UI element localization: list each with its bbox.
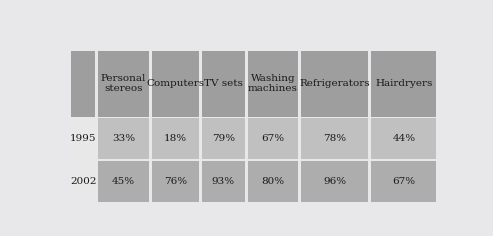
Bar bbox=[371, 51, 436, 117]
Text: 79%: 79% bbox=[211, 134, 235, 143]
Bar bbox=[371, 161, 436, 202]
Bar bbox=[71, 51, 95, 117]
Text: 2002: 2002 bbox=[70, 177, 96, 186]
Text: 67%: 67% bbox=[261, 134, 284, 143]
Bar bbox=[152, 161, 199, 202]
Text: 45%: 45% bbox=[112, 177, 135, 186]
Bar bbox=[301, 118, 368, 159]
Bar bbox=[99, 51, 149, 117]
Bar bbox=[248, 161, 298, 202]
Bar bbox=[202, 51, 245, 117]
Text: Washing
machines: Washing machines bbox=[248, 74, 298, 93]
Text: 78%: 78% bbox=[323, 134, 346, 143]
Text: 67%: 67% bbox=[392, 177, 416, 186]
Text: Personal
stereos: Personal stereos bbox=[101, 74, 146, 93]
Bar bbox=[371, 118, 436, 159]
Bar bbox=[248, 51, 298, 117]
Bar bbox=[202, 161, 245, 202]
Text: 44%: 44% bbox=[392, 134, 416, 143]
Bar bbox=[99, 118, 149, 159]
Bar bbox=[248, 118, 298, 159]
Text: TV sets: TV sets bbox=[204, 79, 243, 88]
Bar bbox=[301, 51, 368, 117]
Bar bbox=[202, 118, 245, 159]
Bar bbox=[71, 161, 95, 202]
Bar bbox=[152, 118, 199, 159]
Text: Hairdryers: Hairdryers bbox=[375, 79, 432, 88]
Bar bbox=[71, 118, 95, 159]
Text: 96%: 96% bbox=[323, 177, 346, 186]
Bar bbox=[301, 161, 368, 202]
Text: 1995: 1995 bbox=[70, 134, 96, 143]
Text: Refrigerators: Refrigerators bbox=[299, 79, 370, 88]
Text: 33%: 33% bbox=[112, 134, 135, 143]
Text: 76%: 76% bbox=[164, 177, 187, 186]
Text: Computers: Computers bbox=[146, 79, 204, 88]
Bar bbox=[99, 161, 149, 202]
Text: 80%: 80% bbox=[261, 177, 284, 186]
Text: 93%: 93% bbox=[211, 177, 235, 186]
Text: 18%: 18% bbox=[164, 134, 187, 143]
Bar bbox=[152, 51, 199, 117]
